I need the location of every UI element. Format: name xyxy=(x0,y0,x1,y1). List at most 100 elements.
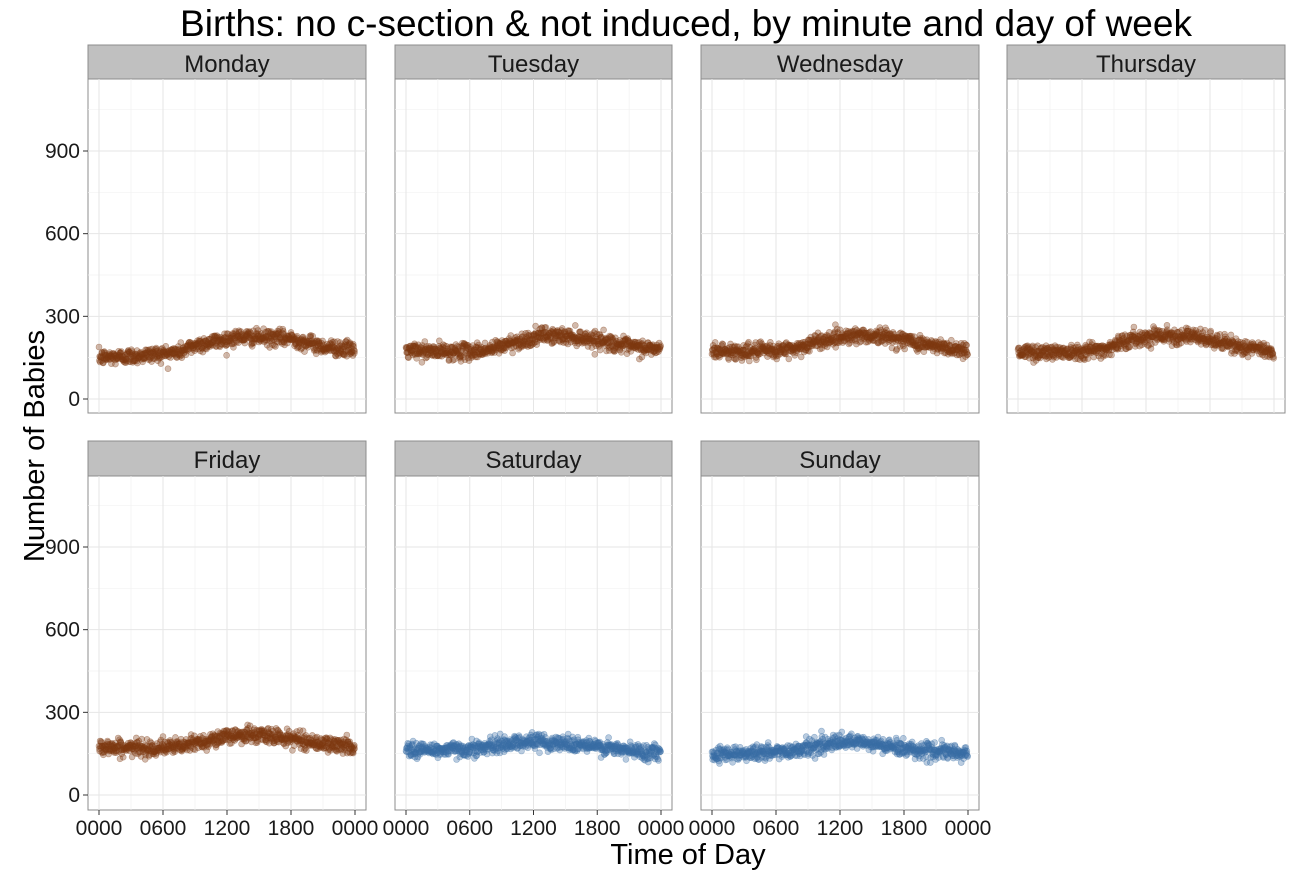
data-point xyxy=(818,727,825,735)
data-point xyxy=(213,334,220,341)
data-point xyxy=(147,354,154,361)
data-point xyxy=(119,753,127,761)
data-point xyxy=(211,333,219,341)
data-point xyxy=(207,340,214,348)
data-point xyxy=(188,349,195,357)
data-point xyxy=(211,332,218,340)
data-point xyxy=(145,353,153,361)
data-point xyxy=(1126,343,1133,351)
data-point xyxy=(127,358,134,366)
data-point xyxy=(116,353,123,361)
data-point xyxy=(198,344,206,352)
data-point xyxy=(165,347,173,354)
data-point xyxy=(202,337,209,345)
data-point xyxy=(108,354,116,361)
data-point xyxy=(126,348,133,356)
data-point xyxy=(177,339,185,346)
data-point xyxy=(208,339,215,346)
data-point xyxy=(129,352,136,359)
data-point xyxy=(98,357,105,365)
data-point xyxy=(175,347,182,354)
data-point xyxy=(198,344,205,351)
data-point xyxy=(208,339,215,346)
data-point xyxy=(173,353,180,361)
data-point xyxy=(122,355,130,363)
data-point xyxy=(203,341,210,349)
data-point xyxy=(146,346,154,353)
data-point xyxy=(151,352,159,360)
data-point xyxy=(189,342,196,350)
data-point xyxy=(117,349,124,357)
data-point xyxy=(108,353,116,361)
data-point xyxy=(104,353,112,361)
data-point xyxy=(156,354,164,362)
data-point xyxy=(596,346,604,354)
data-point xyxy=(136,353,144,361)
data-point xyxy=(148,349,155,357)
data-point xyxy=(144,353,151,360)
data-point xyxy=(129,357,137,365)
data-point xyxy=(149,349,157,356)
data-point xyxy=(215,333,222,341)
data-point xyxy=(107,352,114,360)
data-point xyxy=(191,340,198,347)
data-point xyxy=(217,333,225,341)
data-point xyxy=(110,350,118,358)
data-point xyxy=(201,337,209,345)
data-point xyxy=(131,350,139,358)
data-point xyxy=(155,352,162,359)
data-point xyxy=(214,337,222,344)
data-point xyxy=(154,350,162,357)
data-point xyxy=(158,353,166,361)
strip-label-sunday: Sunday xyxy=(799,447,880,474)
data-point xyxy=(96,353,103,360)
data-point xyxy=(149,345,156,353)
data-point xyxy=(209,339,216,346)
data-point xyxy=(127,353,135,361)
data-point xyxy=(120,357,127,365)
data-point xyxy=(216,342,223,350)
data-point xyxy=(1130,323,1138,331)
strip-label-monday: Monday xyxy=(184,51,269,78)
data-point xyxy=(194,343,202,351)
data-point xyxy=(220,336,228,344)
data-point xyxy=(112,352,119,359)
data-point xyxy=(785,355,793,363)
data-point xyxy=(198,339,206,347)
data-point xyxy=(191,341,199,349)
data-point xyxy=(150,351,158,359)
data-point xyxy=(135,354,143,362)
data-point xyxy=(110,350,117,357)
data-point xyxy=(114,355,122,363)
data-point xyxy=(143,349,151,357)
data-point xyxy=(210,336,217,343)
data-point xyxy=(140,354,148,362)
data-point xyxy=(180,344,187,351)
data-point xyxy=(170,345,177,352)
strip-label-friday: Friday xyxy=(194,447,261,474)
data-point xyxy=(160,348,167,356)
data-point xyxy=(102,356,110,364)
data-point xyxy=(135,353,143,361)
data-point xyxy=(132,351,139,359)
data-point xyxy=(167,346,175,354)
data-point xyxy=(224,338,231,346)
data-point xyxy=(99,359,107,366)
data-point xyxy=(118,348,125,355)
data-point xyxy=(98,349,106,356)
data-point xyxy=(193,340,201,348)
data-point xyxy=(215,336,223,344)
data-point xyxy=(197,340,205,348)
data-point xyxy=(204,340,212,347)
data-point xyxy=(218,341,226,348)
y-tick-label: 900 xyxy=(45,536,80,559)
data-point xyxy=(102,351,109,359)
x-tick-label: 0600 xyxy=(140,817,187,840)
data-point xyxy=(191,347,198,355)
data-point xyxy=(174,350,181,358)
data-point xyxy=(167,354,174,361)
data-point xyxy=(147,349,155,357)
y-tick-label: 600 xyxy=(45,619,80,642)
data-point xyxy=(98,349,106,356)
